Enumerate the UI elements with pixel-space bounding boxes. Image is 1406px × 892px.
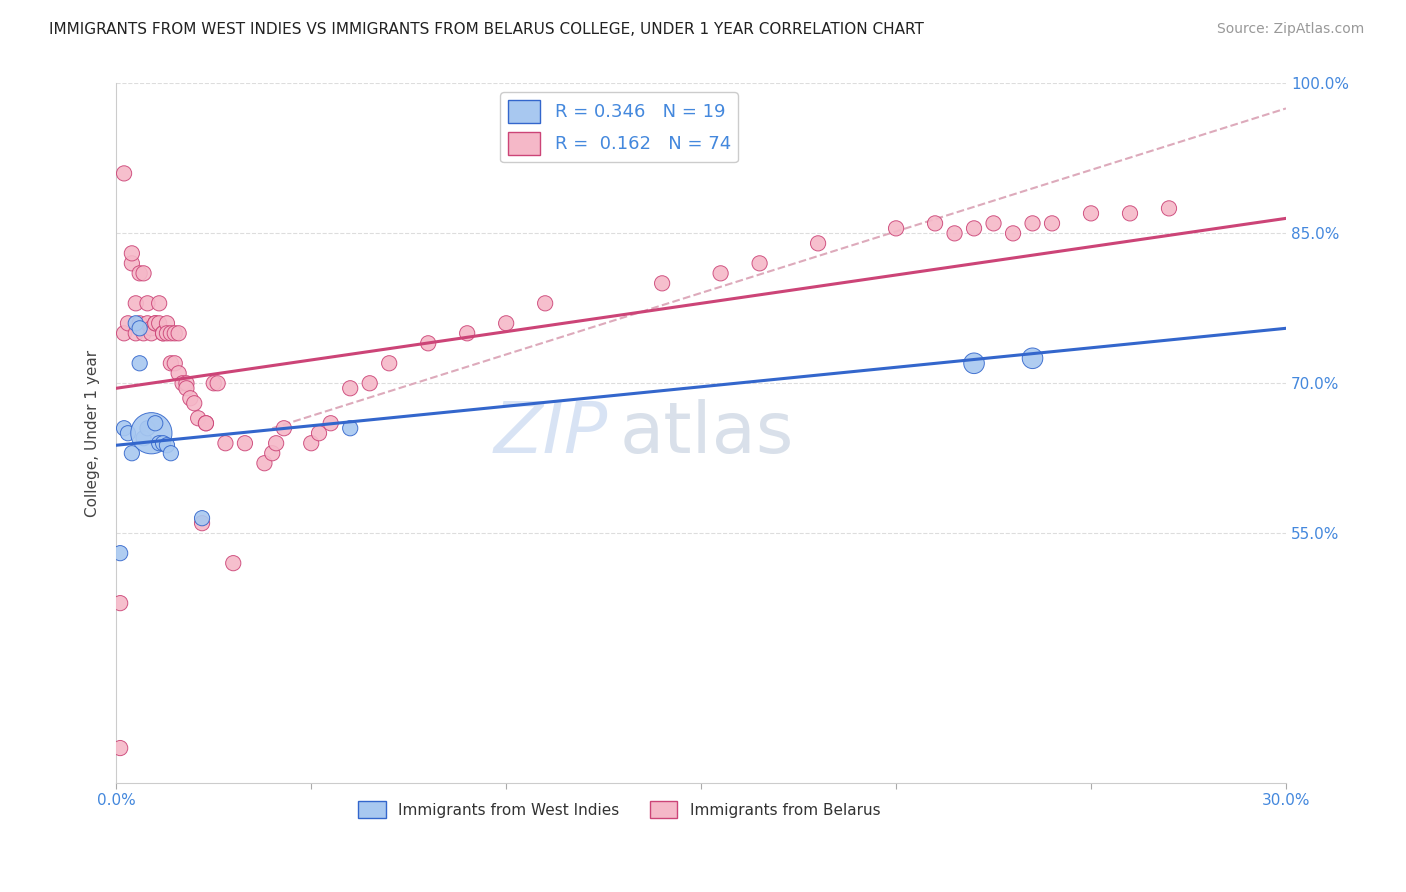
Point	[108, 596, 131, 610]
Point	[148, 436, 170, 450]
Point	[1080, 206, 1102, 220]
Point	[163, 326, 186, 341]
Point	[319, 416, 342, 430]
Point	[262, 446, 284, 460]
Point	[167, 366, 190, 380]
Point	[141, 426, 163, 441]
Point	[191, 516, 214, 531]
Point	[152, 326, 174, 341]
Point	[117, 426, 139, 441]
Point	[418, 336, 440, 351]
Point	[191, 511, 214, 525]
Point	[983, 216, 1005, 230]
Point	[125, 296, 148, 310]
Point	[121, 246, 143, 260]
Point	[495, 316, 517, 330]
Point	[176, 376, 198, 391]
Point	[359, 376, 381, 391]
Point	[160, 446, 183, 460]
Point	[179, 391, 201, 405]
Point	[125, 326, 148, 341]
Point	[128, 316, 150, 330]
Point	[534, 296, 557, 310]
Point	[456, 326, 478, 341]
Point	[125, 316, 148, 330]
Point	[183, 396, 205, 410]
Point	[214, 436, 236, 450]
Point	[121, 256, 143, 270]
Point	[112, 326, 135, 341]
Point	[176, 381, 198, 395]
Point	[156, 438, 179, 452]
Point	[202, 376, 225, 391]
Point	[163, 356, 186, 370]
Y-axis label: College, Under 1 year: College, Under 1 year	[86, 350, 100, 516]
Point	[884, 221, 907, 235]
Text: IMMIGRANTS FROM WEST INDIES VS IMMIGRANTS FROM BELARUS COLLEGE, UNDER 1 YEAR COR: IMMIGRANTS FROM WEST INDIES VS IMMIGRANT…	[49, 22, 924, 37]
Point	[167, 326, 190, 341]
Point	[339, 381, 361, 395]
Point	[141, 326, 163, 341]
Point	[710, 266, 733, 280]
Point	[1157, 202, 1180, 216]
Point	[143, 316, 166, 330]
Point	[1002, 227, 1025, 241]
Point	[128, 321, 150, 335]
Text: atlas: atlas	[619, 399, 793, 467]
Point	[264, 436, 287, 450]
Point	[148, 296, 170, 310]
Point	[1021, 216, 1043, 230]
Point	[143, 416, 166, 430]
Point	[194, 416, 217, 430]
Point	[160, 326, 183, 341]
Point	[748, 256, 770, 270]
Point	[207, 376, 229, 391]
Point	[299, 436, 322, 450]
Point	[222, 556, 245, 570]
Point	[152, 436, 174, 450]
Point	[136, 421, 159, 435]
Legend: Immigrants from West Indies, Immigrants from Belarus: Immigrants from West Indies, Immigrants …	[352, 795, 886, 824]
Point	[136, 316, 159, 330]
Point	[128, 356, 150, 370]
Point	[963, 221, 986, 235]
Point	[308, 426, 330, 441]
Point	[1021, 351, 1043, 366]
Point	[160, 356, 183, 370]
Point	[141, 321, 163, 335]
Point	[963, 356, 986, 370]
Point	[112, 421, 135, 435]
Point	[1119, 206, 1142, 220]
Point	[136, 296, 159, 310]
Point	[924, 216, 946, 230]
Point	[132, 326, 155, 341]
Point	[233, 436, 256, 450]
Text: ZIP: ZIP	[494, 399, 607, 467]
Point	[807, 236, 830, 251]
Point	[1040, 216, 1063, 230]
Point	[378, 356, 401, 370]
Point	[152, 326, 174, 341]
Point	[132, 266, 155, 280]
Point	[273, 421, 295, 435]
Point	[651, 277, 673, 291]
Point	[172, 376, 194, 391]
Point	[112, 166, 135, 180]
Point	[187, 411, 209, 425]
Point	[339, 421, 361, 435]
Point	[143, 316, 166, 330]
Point	[943, 227, 966, 241]
Point	[108, 546, 131, 560]
Point	[132, 431, 155, 445]
Point	[128, 266, 150, 280]
Point	[253, 456, 276, 470]
Point	[117, 316, 139, 330]
Point	[156, 316, 179, 330]
Point	[108, 741, 131, 756]
Point	[156, 326, 179, 341]
Point	[194, 416, 217, 430]
Text: Source: ZipAtlas.com: Source: ZipAtlas.com	[1216, 22, 1364, 37]
Point	[148, 316, 170, 330]
Point	[121, 446, 143, 460]
